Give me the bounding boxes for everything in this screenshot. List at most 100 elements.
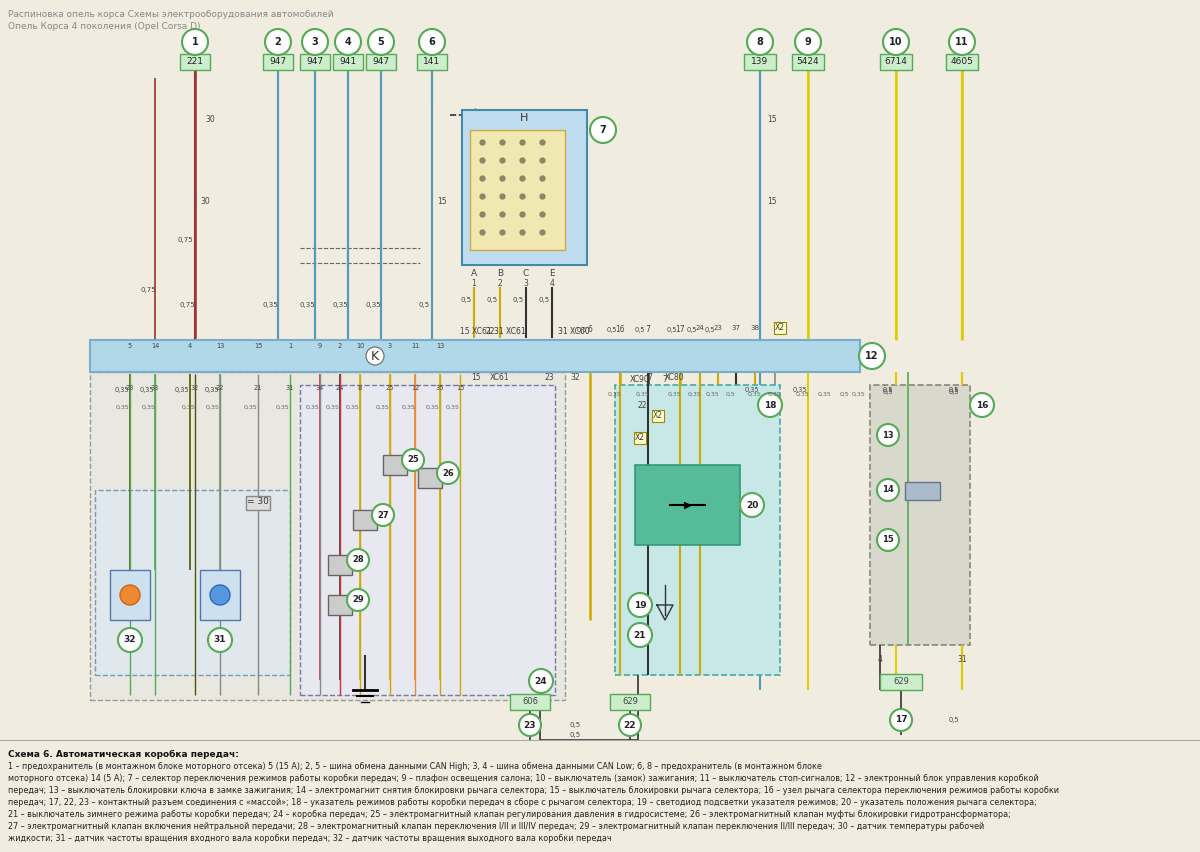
Text: 0,35: 0,35 [276, 405, 290, 410]
Text: 0,5: 0,5 [704, 327, 715, 333]
Circle shape [302, 29, 328, 55]
Text: 29: 29 [352, 596, 364, 605]
Circle shape [437, 462, 458, 484]
Circle shape [890, 709, 912, 731]
Circle shape [758, 393, 782, 417]
Text: 0,5: 0,5 [883, 387, 893, 393]
Text: 0,35: 0,35 [115, 387, 130, 393]
Text: E: E [550, 268, 554, 278]
Text: 37: 37 [732, 325, 740, 331]
Text: 21: 21 [634, 630, 647, 640]
Bar [744, 54, 776, 70]
Circle shape [402, 449, 424, 471]
Text: 15 XC61: 15 XC61 [460, 327, 492, 337]
Text: 32: 32 [570, 373, 580, 383]
Circle shape [590, 117, 616, 143]
Text: 22: 22 [216, 385, 224, 391]
Text: 0,5: 0,5 [486, 297, 498, 303]
Text: 0,35: 0,35 [332, 302, 348, 308]
Bar [95, 490, 290, 675]
Text: 0,75: 0,75 [179, 302, 194, 308]
Circle shape [628, 623, 652, 647]
Circle shape [118, 628, 142, 652]
Text: 2: 2 [498, 279, 503, 287]
Text: 0,35: 0,35 [446, 405, 460, 410]
Text: 6: 6 [588, 325, 593, 335]
Text: 15: 15 [767, 116, 776, 124]
Bar [90, 372, 565, 700]
Text: 0,35: 0,35 [244, 405, 258, 410]
Text: 24: 24 [696, 325, 704, 331]
Text: 0,35: 0,35 [401, 405, 415, 410]
Text: 0,35: 0,35 [426, 405, 440, 410]
Bar [110, 570, 150, 620]
Bar [418, 54, 446, 70]
Text: 4605: 4605 [950, 57, 973, 66]
Text: 23: 23 [714, 325, 722, 331]
Circle shape [877, 529, 899, 551]
Text: 14: 14 [151, 343, 160, 349]
Text: Опель Корса 4 поколения (Opel Corsa D): Опель Корса 4 поколения (Opel Corsa D) [8, 22, 200, 31]
Text: 6714: 6714 [884, 57, 907, 66]
Text: 22: 22 [485, 327, 494, 337]
Bar [246, 496, 270, 510]
Text: 941: 941 [340, 57, 356, 66]
Text: XC90: XC90 [630, 376, 650, 384]
Text: 0,5: 0,5 [883, 389, 893, 395]
Text: 0,35: 0,35 [376, 405, 390, 410]
Text: 10: 10 [889, 37, 902, 47]
Text: 0,35: 0,35 [139, 387, 155, 393]
Text: 4: 4 [188, 343, 192, 349]
Text: 4: 4 [344, 37, 352, 47]
Text: 0,5: 0,5 [570, 722, 581, 728]
Text: 139: 139 [751, 57, 769, 66]
Text: 4: 4 [877, 654, 882, 664]
Text: 31: 31 [214, 636, 227, 644]
Text: 0,5: 0,5 [539, 297, 550, 303]
Text: 0,35: 0,35 [667, 392, 680, 396]
Text: 7: 7 [600, 125, 606, 135]
Text: 31 XC60: 31 XC60 [558, 327, 590, 337]
Bar [300, 385, 554, 695]
Text: XC61: XC61 [490, 373, 510, 383]
Text: 0,35: 0,35 [299, 302, 314, 308]
Circle shape [372, 504, 394, 526]
Text: X2: X2 [635, 434, 646, 442]
Text: 23: 23 [544, 373, 554, 383]
Bar [635, 465, 740, 545]
Text: 21: 21 [254, 385, 262, 391]
Text: 13: 13 [436, 343, 444, 349]
Text: 7: 7 [662, 376, 667, 384]
Circle shape [883, 29, 910, 55]
Text: 15: 15 [456, 385, 464, 391]
Text: 0,35: 0,35 [365, 302, 380, 308]
Circle shape [970, 393, 994, 417]
Text: 0,35: 0,35 [175, 387, 190, 393]
Circle shape [746, 29, 773, 55]
Text: 25: 25 [407, 456, 419, 464]
Bar [792, 54, 824, 70]
Text: 8: 8 [358, 385, 362, 391]
Text: 0,5: 0,5 [839, 392, 848, 396]
Circle shape [529, 669, 553, 693]
Text: 0,35: 0,35 [817, 392, 830, 396]
Text: 33: 33 [151, 385, 160, 391]
Text: 0,5: 0,5 [461, 297, 472, 303]
Circle shape [210, 585, 230, 605]
Bar [610, 694, 650, 710]
Text: 24: 24 [336, 385, 344, 391]
Text: 17: 17 [676, 325, 685, 335]
Text: 0,35: 0,35 [706, 392, 719, 396]
Text: 0,35: 0,35 [205, 387, 220, 393]
Text: 0,5: 0,5 [607, 327, 617, 333]
Text: 14: 14 [882, 486, 894, 494]
Text: 15: 15 [472, 373, 481, 383]
Text: 141: 141 [424, 57, 440, 66]
Text: 16: 16 [616, 325, 625, 335]
Text: 0,5: 0,5 [725, 392, 734, 396]
Text: 9: 9 [318, 343, 322, 349]
Text: 1: 1 [192, 37, 198, 47]
Text: 17: 17 [895, 716, 907, 724]
Bar [870, 385, 970, 645]
Text: 11: 11 [410, 343, 419, 349]
